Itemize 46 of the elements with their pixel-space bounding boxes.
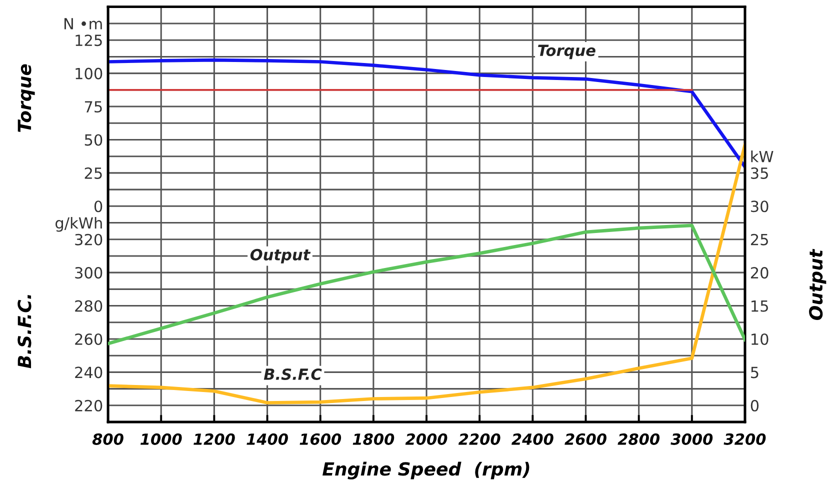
x-tick-label: 800 bbox=[92, 433, 124, 445]
x-tick-label: 1000 bbox=[140, 433, 182, 445]
x-tick-label: 3000 bbox=[670, 433, 713, 445]
x-tick-label: 1600 bbox=[300, 433, 342, 445]
x-tick-label: 3200 bbox=[724, 433, 766, 445]
y2-tick-label: 20 bbox=[750, 267, 768, 279]
y3-tick-label: 300 bbox=[75, 267, 102, 279]
x-tick-label: 2800 bbox=[618, 433, 660, 445]
x-tick-label: 1800 bbox=[352, 433, 394, 445]
y3-tick-label: 220 bbox=[75, 400, 102, 412]
series-label: B.S.F.C bbox=[264, 368, 322, 380]
y2-axis-title: Output bbox=[809, 248, 826, 320]
y-tick-label: N •m bbox=[64, 18, 102, 30]
y2-tick-label: 25 bbox=[750, 234, 768, 246]
y-tick-label: 125 bbox=[76, 34, 102, 46]
x-tick-label: 2200 bbox=[458, 433, 500, 445]
x-tick-label: 1400 bbox=[246, 433, 288, 445]
x-tick-label: 2600 bbox=[564, 433, 606, 445]
y-tick-label: 100 bbox=[76, 68, 102, 80]
y-tick-label: 50 bbox=[84, 134, 102, 146]
x-tick-label: 2400 bbox=[512, 433, 554, 445]
line-series bbox=[108, 224, 745, 346]
x-tick-label: 2000 bbox=[405, 433, 448, 445]
y2-tick-label: 5 bbox=[751, 366, 758, 378]
y-axis-title: Torque bbox=[18, 64, 35, 132]
y2-tick-label: kW bbox=[751, 150, 774, 162]
y3-axis-title: B.S.F.C. bbox=[18, 294, 32, 368]
y2-tick-label: 15 bbox=[752, 300, 768, 312]
y3-tick-label: 240 bbox=[75, 366, 102, 378]
y3-tick-label: 260 bbox=[75, 333, 102, 346]
y3-tick-label: g/kWh bbox=[56, 216, 102, 232]
y3-tick-label: 280 bbox=[75, 300, 102, 312]
y2-tick-label: 35 bbox=[751, 167, 768, 179]
x-axis-title: Engine Speed (rpm) bbox=[322, 462, 530, 480]
y-tick-label: 0 bbox=[94, 200, 102, 212]
series-label: Torque bbox=[538, 44, 596, 60]
series-label: Output bbox=[250, 248, 311, 264]
y2-tick-label: 10 bbox=[752, 333, 768, 346]
line-series bbox=[108, 58, 745, 169]
y-tick-label: 25 bbox=[84, 167, 102, 179]
y-tick-label: 75 bbox=[84, 101, 102, 113]
y2-tick-label: 30 bbox=[751, 200, 768, 212]
y3-tick-label: 320 bbox=[75, 234, 102, 246]
line-series bbox=[108, 143, 745, 404]
x-tick-label: 1200 bbox=[194, 433, 235, 445]
y2-tick-label: 0 bbox=[750, 400, 759, 412]
